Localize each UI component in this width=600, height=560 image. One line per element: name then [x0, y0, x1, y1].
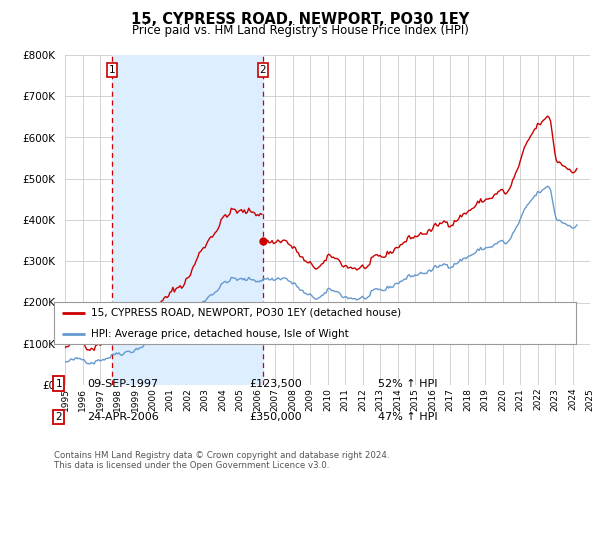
Text: Price paid vs. HM Land Registry's House Price Index (HPI): Price paid vs. HM Land Registry's House … [131, 24, 469, 36]
Text: 09-SEP-1997: 09-SEP-1997 [87, 379, 158, 389]
Text: 1: 1 [55, 379, 62, 389]
Text: 24-APR-2006: 24-APR-2006 [87, 412, 159, 422]
Bar [112, 55, 263, 385]
Text: 15, CYPRESS ROAD, NEWPORT, PO30 1EY: 15, CYPRESS ROAD, NEWPORT, PO30 1EY [131, 12, 469, 27]
Text: 2: 2 [55, 412, 62, 422]
Text: 15, CYPRESS ROAD, NEWPORT, PO30 1EY (detached house): 15, CYPRESS ROAD, NEWPORT, PO30 1EY (det… [91, 308, 401, 318]
Text: HPI: Average price, detached house, Isle of Wight: HPI: Average price, detached house, Isle… [91, 329, 348, 339]
Text: £350,000: £350,000 [249, 412, 302, 422]
Text: 52% ↑ HPI: 52% ↑ HPI [378, 379, 437, 389]
Text: £123,500: £123,500 [249, 379, 302, 389]
Text: 2: 2 [260, 65, 266, 75]
Text: Contains HM Land Registry data © Crown copyright and database right 2024.
This d: Contains HM Land Registry data © Crown c… [54, 451, 389, 470]
Text: 1: 1 [109, 65, 115, 75]
Text: 47% ↑ HPI: 47% ↑ HPI [378, 412, 437, 422]
